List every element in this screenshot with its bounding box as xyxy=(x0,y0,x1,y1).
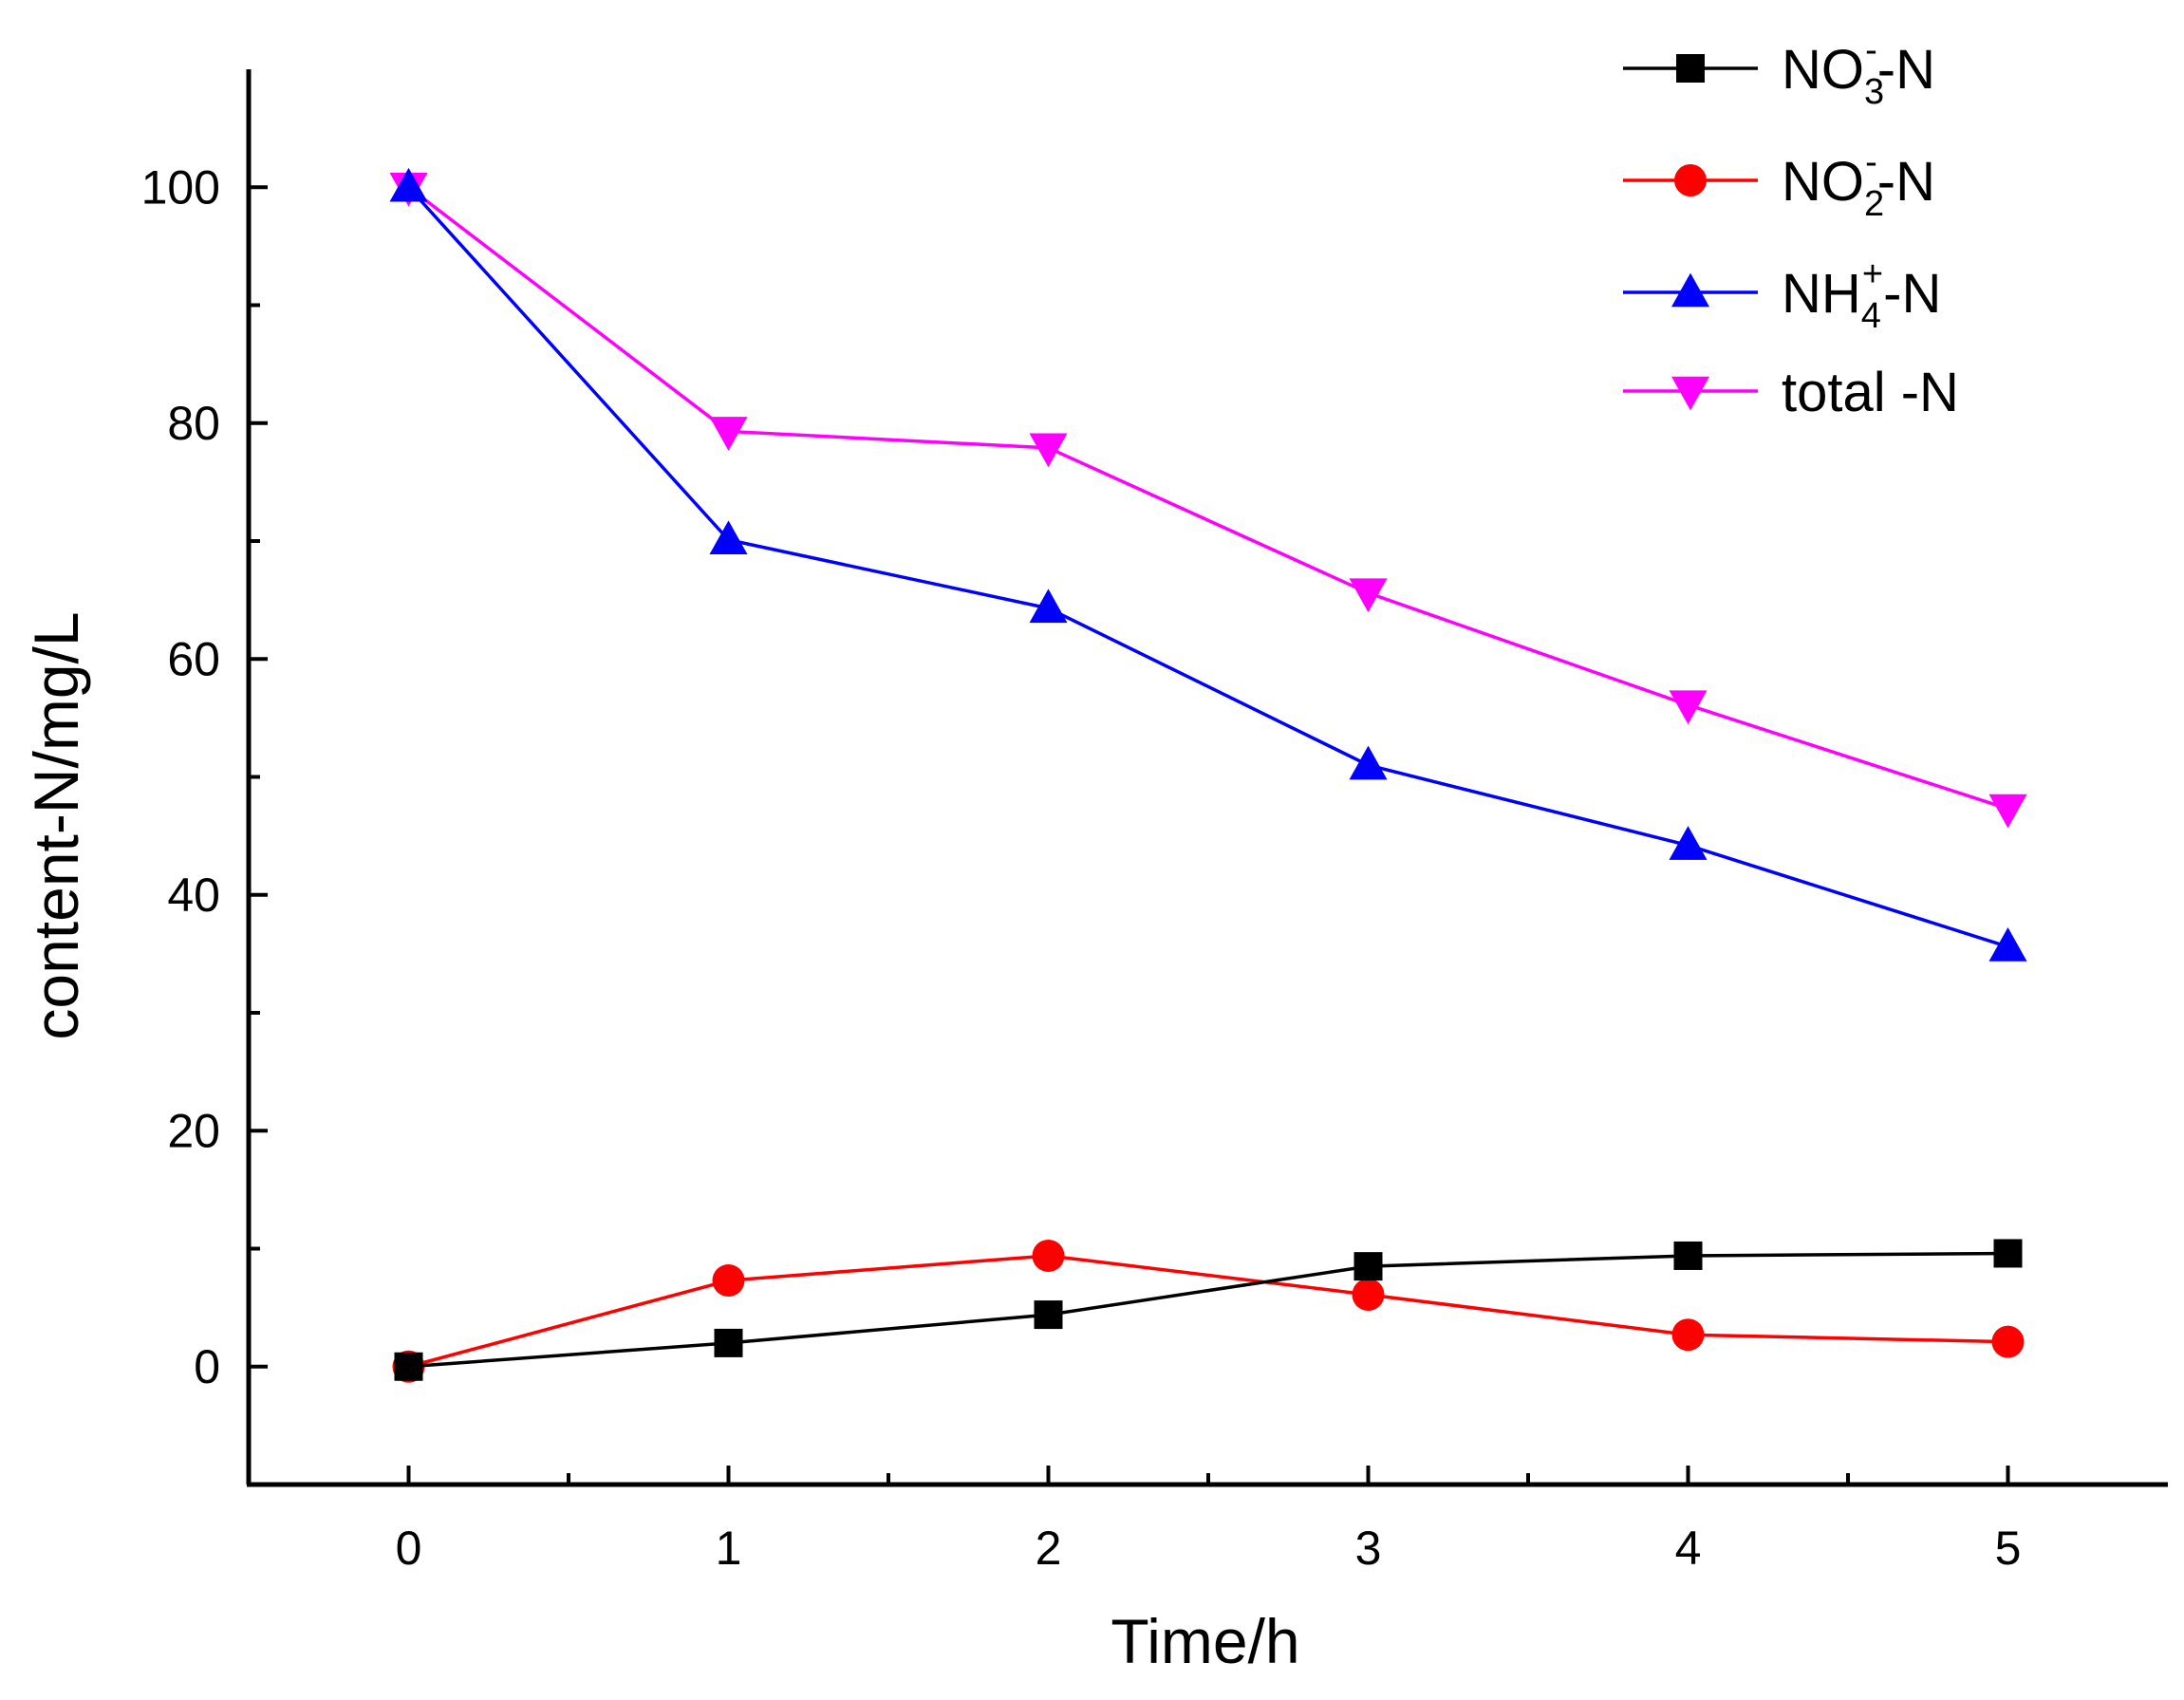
x-tick-label: 5 xyxy=(1995,1522,2022,1575)
legend-label: NO3--N xyxy=(1782,30,1935,112)
x-tick-label: 0 xyxy=(396,1522,422,1575)
legend-item: NH4+-N xyxy=(1623,254,1941,336)
data-point xyxy=(394,1352,423,1381)
x-tick-label: 4 xyxy=(1675,1522,1702,1575)
data-point xyxy=(389,167,428,202)
series-square xyxy=(394,1239,2023,1381)
data-point xyxy=(1349,745,1388,780)
data-point xyxy=(1029,433,1068,468)
series-triangle-up xyxy=(389,167,2027,962)
data-point xyxy=(712,1264,745,1298)
series-line xyxy=(408,1254,2008,1369)
data-point xyxy=(1029,588,1068,624)
y-tick-label: 100 xyxy=(141,160,220,214)
legend-marker xyxy=(1671,376,1709,411)
data-point xyxy=(1353,1252,1383,1281)
x-tick-label: 2 xyxy=(1036,1522,1062,1575)
y-axis-title: content-N/mg/L xyxy=(21,611,91,1039)
legend-marker xyxy=(1676,54,1705,83)
legend-marker xyxy=(1674,164,1707,196)
series-line xyxy=(407,186,2009,949)
axes: 0 1 2 3 4 5 0 20 40 60 80 100 xyxy=(141,69,2168,1575)
data-point xyxy=(1034,1300,1063,1330)
legend-label: NH4+-N xyxy=(1782,254,1941,336)
legend-item: total -N xyxy=(1623,362,1959,423)
legend-label: total -N xyxy=(1782,362,1959,423)
data-point xyxy=(1349,578,1388,613)
data-point xyxy=(1669,690,1708,725)
x-tick-label: 1 xyxy=(716,1522,742,1575)
y-tick-label: 0 xyxy=(194,1340,220,1393)
series-line xyxy=(407,185,2009,811)
legend-item: NO2--N xyxy=(1623,142,1935,224)
x-tick-label: 3 xyxy=(1355,1522,1382,1575)
series-line xyxy=(408,1251,2008,1369)
y-tick-label: 20 xyxy=(167,1104,220,1157)
data-point xyxy=(1988,794,2027,829)
series-circle xyxy=(392,1239,2025,1383)
y-tick-label: 40 xyxy=(167,869,220,922)
data-point xyxy=(1352,1278,1385,1311)
data-point xyxy=(714,1328,743,1357)
legend: NO3--N NO2--N NH4+-N total -N xyxy=(1623,30,1959,423)
data-point xyxy=(1993,1239,2023,1268)
data-point xyxy=(709,417,748,451)
data-point xyxy=(1991,1325,2025,1358)
data-point xyxy=(1673,1241,1703,1270)
legend-item: NO3--N xyxy=(1623,30,1935,112)
data-point xyxy=(1669,826,1708,860)
data-point xyxy=(1988,927,2027,962)
series-layer xyxy=(389,167,2027,1383)
legend-label: NO2--N xyxy=(1782,142,1935,224)
data-point xyxy=(709,520,748,555)
y-tick-label: 80 xyxy=(167,397,220,450)
data-point xyxy=(1671,1318,1705,1352)
legend-marker xyxy=(1671,272,1709,308)
y-tick-label: 60 xyxy=(167,632,220,685)
data-point xyxy=(1032,1239,1065,1272)
x-axis-title: Time/h xyxy=(1111,1606,1299,1676)
